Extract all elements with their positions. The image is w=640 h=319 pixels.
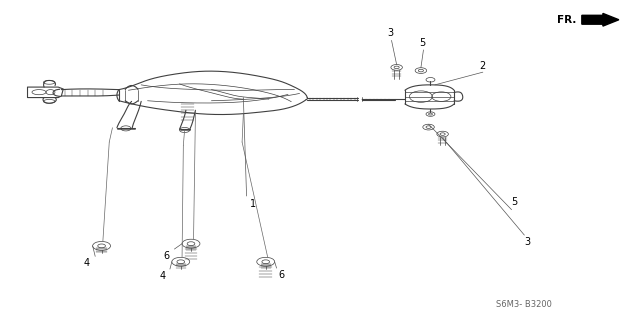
Text: 1: 1 — [250, 199, 256, 209]
Text: 6: 6 — [278, 270, 285, 280]
Text: 4: 4 — [159, 271, 166, 281]
Text: 6: 6 — [164, 251, 170, 261]
Text: FR.: FR. — [557, 15, 577, 25]
Text: S6M3- B3200: S6M3- B3200 — [497, 300, 552, 308]
FancyArrow shape — [582, 13, 619, 26]
Text: 5: 5 — [419, 38, 426, 48]
Text: 4: 4 — [84, 258, 90, 268]
Text: 3: 3 — [387, 28, 394, 38]
Text: 2: 2 — [480, 61, 486, 70]
Text: 5: 5 — [511, 197, 518, 207]
Text: 3: 3 — [524, 237, 531, 247]
